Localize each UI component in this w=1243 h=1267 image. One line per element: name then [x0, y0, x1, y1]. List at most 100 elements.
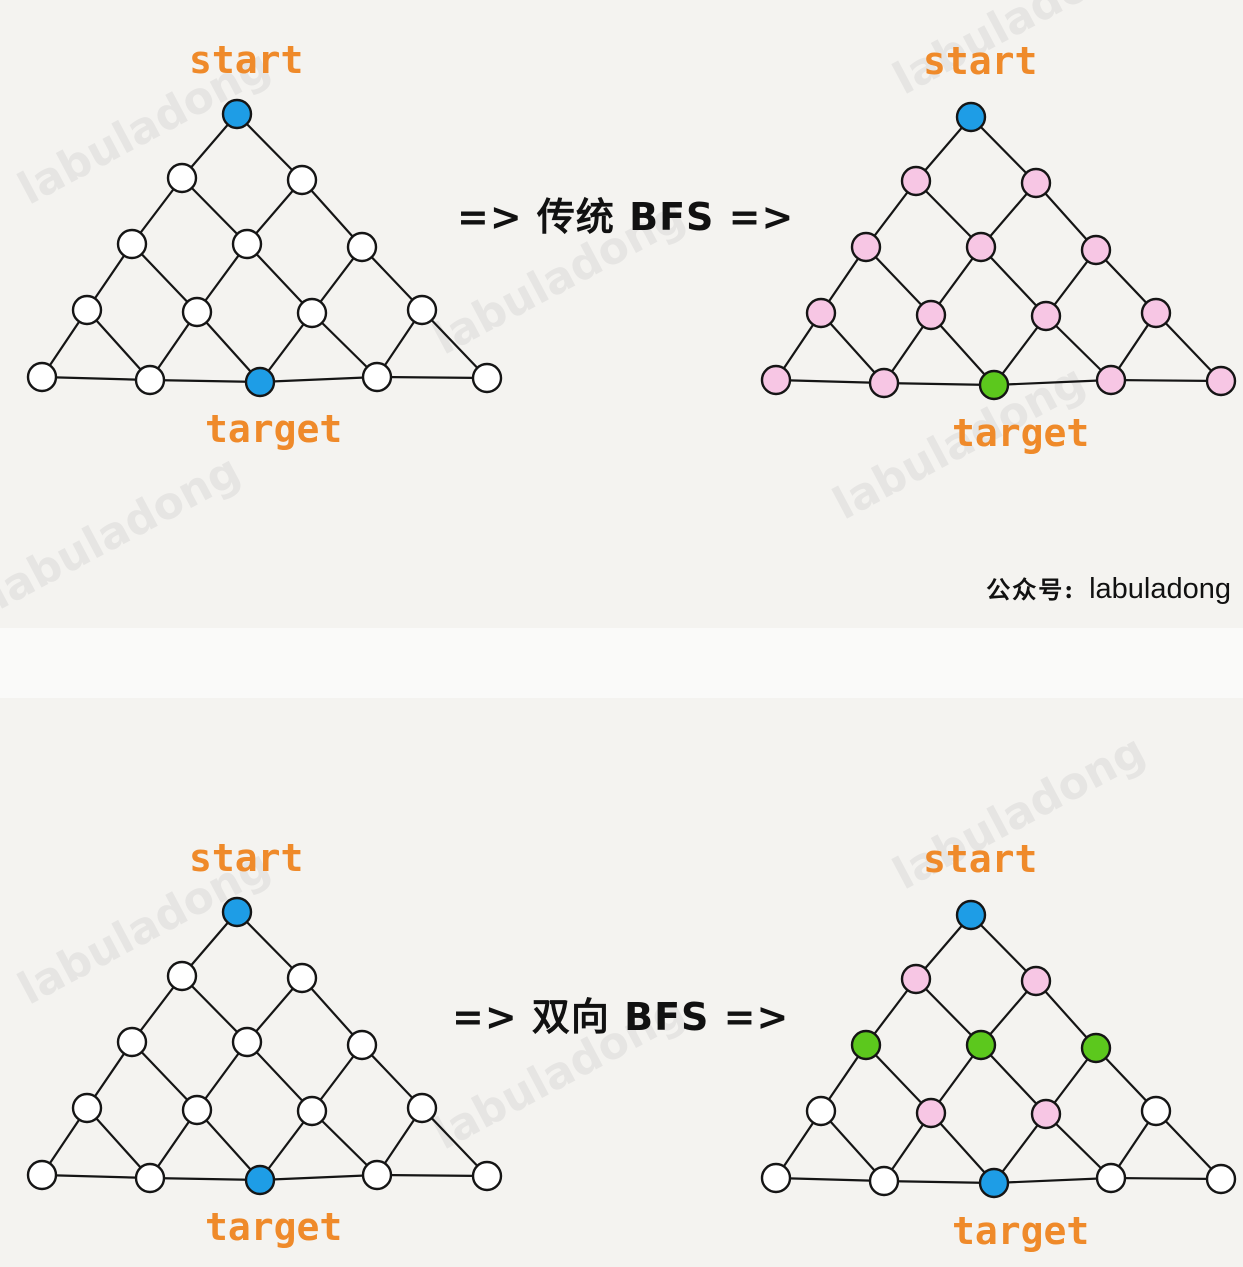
traditional-bfs-caption: => 传统 BFS => — [457, 195, 795, 239]
graph-edge — [929, 313, 996, 387]
graph-node-pink — [1030, 300, 1062, 332]
graph-node-pink — [850, 231, 882, 263]
graph-edge — [195, 310, 262, 384]
graph-edge — [180, 974, 249, 1044]
graph-node-green — [1080, 1032, 1112, 1064]
graph-edge — [969, 115, 1038, 185]
graph-edge — [85, 308, 152, 382]
graph-edge — [235, 910, 304, 980]
graph-node-pink — [1095, 364, 1127, 396]
graph-edge — [979, 245, 1048, 318]
graph-node-blue — [955, 101, 987, 133]
graph-edge — [420, 1106, 489, 1178]
graph-node-pink — [915, 299, 947, 331]
graph-edge — [245, 242, 314, 315]
graph-edge — [148, 1176, 262, 1182]
graph-node-white — [346, 1029, 378, 1061]
graph-node-green — [850, 1029, 882, 1061]
graph-edge — [148, 378, 262, 384]
graph-edge — [819, 311, 886, 385]
start-label: start — [923, 39, 1038, 83]
graph-node-white — [181, 296, 213, 328]
graph-node-white — [286, 962, 318, 994]
target-label: target — [205, 407, 343, 451]
graph-edge — [310, 311, 379, 379]
graph-edge — [819, 1109, 886, 1183]
graph-edge — [85, 1106, 152, 1180]
graph-top-left — [26, 98, 503, 398]
graph-edge — [1044, 1112, 1113, 1180]
graph-node-green — [978, 369, 1010, 401]
graph-bottom-right — [760, 899, 1237, 1199]
graph-node-white — [471, 1160, 503, 1192]
graph-node-white — [181, 1094, 213, 1126]
graph-edge — [195, 1108, 262, 1182]
graph-edge — [1109, 1176, 1223, 1181]
bidirectional-bfs-caption: => 双向 BFS => — [452, 995, 790, 1039]
graph-node-pink — [915, 1097, 947, 1129]
graph-node-white — [71, 1092, 103, 1124]
graph-edge — [40, 375, 152, 382]
graph-edge — [882, 1179, 996, 1185]
graph-node-white — [471, 362, 503, 394]
graph-node-white — [286, 164, 318, 196]
graph-node-blue — [244, 1164, 276, 1196]
graph-node-white — [26, 361, 58, 393]
graph-node-white — [361, 1159, 393, 1191]
graph-edge — [969, 913, 1038, 983]
graph-edge — [235, 112, 304, 182]
graph-edge — [774, 1176, 886, 1183]
graph-edge — [310, 1109, 379, 1177]
graph-node-pink — [805, 297, 837, 329]
graph-edge — [420, 308, 489, 380]
target-label: target — [952, 1209, 1090, 1253]
graph-node-white — [231, 228, 263, 260]
graph-edge — [914, 977, 983, 1047]
graph-edge — [258, 375, 379, 384]
graph-node-white — [760, 1162, 792, 1194]
credit-brand: 公众号: — [986, 575, 1076, 604]
graph-edge — [914, 179, 983, 249]
credit: 公众号: labuladong — [986, 570, 1231, 606]
graph-node-white — [406, 294, 438, 326]
start-label: start — [923, 837, 1038, 881]
graph-edge — [1154, 1109, 1223, 1181]
target-label: target — [205, 1205, 343, 1249]
graph-node-blue — [955, 899, 987, 931]
graph-node-white — [1205, 1163, 1237, 1195]
graph-edge — [245, 1040, 314, 1113]
graph-node-white — [231, 1026, 263, 1058]
graph-edge — [882, 381, 996, 387]
graph-node-pink — [965, 231, 997, 263]
graph-node-green — [965, 1029, 997, 1061]
start-label: start — [189, 38, 304, 82]
graph-node-white — [1095, 1162, 1127, 1194]
graph-node-pink — [1140, 297, 1172, 329]
graph-edge — [180, 176, 249, 246]
graph-edge — [375, 1173, 489, 1178]
graph-node-white — [361, 361, 393, 393]
start-label: start — [189, 836, 304, 880]
graph-edge — [864, 1043, 933, 1115]
graph-node-pink — [900, 963, 932, 995]
graph-node-white — [116, 1026, 148, 1058]
graph-node-white — [166, 162, 198, 194]
graph-node-pink — [1030, 1098, 1062, 1130]
graph-edge — [1044, 314, 1113, 382]
graph-node-white — [805, 1095, 837, 1127]
graph-edge — [992, 378, 1113, 387]
panel-divider — [0, 628, 1243, 698]
graph-node-white — [26, 1159, 58, 1191]
graph-edge — [929, 1111, 996, 1185]
graph-node-white — [868, 1165, 900, 1197]
target-label: target — [952, 411, 1090, 455]
credit-name: labuladong — [1089, 573, 1231, 605]
graph-node-blue — [221, 98, 253, 130]
graph-edge — [1154, 311, 1223, 383]
graph-node-pink — [760, 364, 792, 396]
graph-node-white — [134, 1162, 166, 1194]
graph-node-white — [296, 297, 328, 329]
graph-node-pink — [1020, 965, 1052, 997]
graph-node-blue — [221, 896, 253, 928]
graph-node-white — [134, 364, 166, 396]
